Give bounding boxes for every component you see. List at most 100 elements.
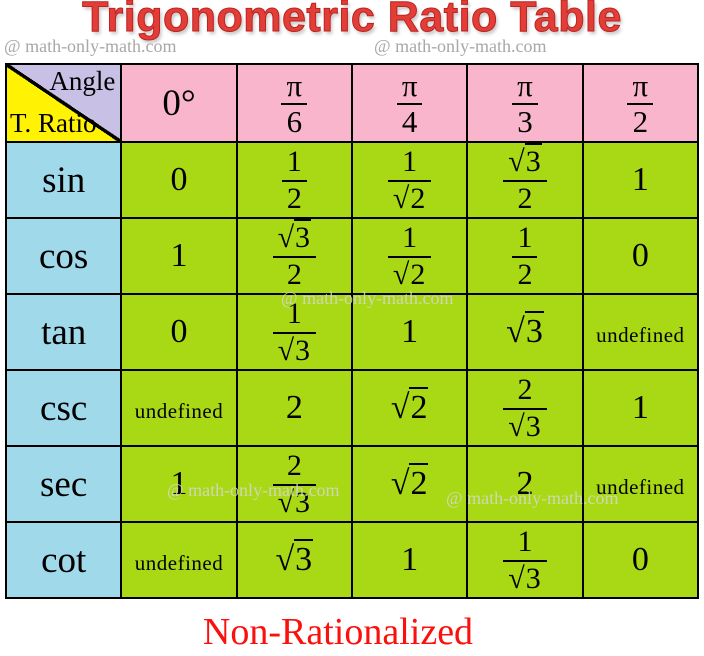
sqrt-expression: √3 xyxy=(277,220,312,254)
table-row: csc undefined 2 √2 2 √3 1 xyxy=(4,369,700,447)
numerator: 1 xyxy=(272,297,317,334)
math-text: 1 xyxy=(170,465,188,502)
ratio-value-cell: 1 xyxy=(350,293,469,371)
math-text: 1 xyxy=(286,297,302,330)
table-row: tan 0 1 √3 1 √3 undefined xyxy=(4,293,700,371)
math-text: 1 xyxy=(401,313,419,350)
numerator: √3 xyxy=(503,144,547,182)
fraction: 2 √3 xyxy=(272,450,317,519)
numerator: π xyxy=(281,67,308,105)
ratio-value-cell: undefined xyxy=(581,445,700,523)
math-text: undefined xyxy=(134,399,224,423)
ratio-value-cell: 2 xyxy=(235,369,353,447)
math-text: 2 xyxy=(286,257,302,291)
math-text: undefined xyxy=(596,323,685,347)
ratio-value-cell: 1 xyxy=(120,445,238,523)
math-text: 1 xyxy=(517,525,533,558)
math-text: π xyxy=(632,67,649,103)
math-text: 2 xyxy=(285,389,303,426)
radical-sign: √ xyxy=(277,333,295,367)
sqrt-expression: √2 xyxy=(393,179,427,215)
table-row: sin 0 1 2 1 √2 √3 2 1 xyxy=(4,141,700,219)
watermark-top-left: @ math-only-math.com xyxy=(4,36,177,56)
denominator: 4 xyxy=(397,105,423,137)
ratio-value-cell: undefined xyxy=(120,521,238,599)
math-text: π xyxy=(286,67,303,103)
sqrt-expression: √2 xyxy=(392,255,427,291)
radicand: 3 xyxy=(294,539,314,578)
radical-sign: √ xyxy=(277,221,295,254)
ratio-value-cell: undefined xyxy=(120,369,238,447)
sqrt-expression: √3 xyxy=(278,483,312,519)
radical-sign: √ xyxy=(390,465,410,502)
numerator: π xyxy=(512,70,538,105)
numerator: 1 xyxy=(387,222,432,258)
numerator: π xyxy=(396,67,423,105)
caption-non-rationalized: Non-Rationalized xyxy=(202,611,474,653)
math-text: 0 xyxy=(170,313,188,350)
table-row: cot undefined √3 1 1 √3 0 xyxy=(4,521,700,599)
radicand: 3 xyxy=(524,407,542,443)
ratio-label-cell: sin xyxy=(4,141,123,219)
radical-sign: √ xyxy=(390,389,410,426)
watermark-overlay-sec-row-right: @ math-only-math.com xyxy=(446,488,619,508)
corner-cell: Angle T. Ratio xyxy=(4,63,123,143)
sqrt-expression: √3 xyxy=(508,559,542,595)
numerator: √3 xyxy=(272,220,317,258)
math-text: 1 xyxy=(286,145,302,178)
radical-sign: √ xyxy=(392,257,410,291)
trig-ratio-table: Angle T. Ratio 0° π 6 π 4 π 3 π 2 sin 0 1 2 1 √2 √3 2 1 cos 1… xyxy=(4,63,700,599)
fraction: 1 √2 xyxy=(387,222,432,291)
denominator: 6 xyxy=(282,105,308,137)
math-text: 1 xyxy=(170,237,188,274)
fraction: 1 √3 xyxy=(503,525,547,595)
radical-sign: √ xyxy=(508,409,525,443)
ratio-label-cell: tan xyxy=(4,293,123,371)
math-text: 2 xyxy=(517,373,533,406)
ratio-label-cell: cot xyxy=(4,521,123,599)
ratio-label-cell: cos xyxy=(4,217,123,295)
math-text: 1 xyxy=(631,389,649,426)
watermark-overlay-sec-row-left: @ math-only-math.com xyxy=(167,480,340,500)
denominator: 2 xyxy=(628,105,654,137)
denominator: 2 xyxy=(282,182,307,215)
math-text: 1 xyxy=(631,161,649,198)
fraction: √3 2 xyxy=(503,144,547,214)
radicand: 3 xyxy=(524,559,542,595)
math-text: 0 xyxy=(631,237,649,274)
ratio-value-cell: 0 xyxy=(581,217,700,295)
ratio-label-cell: csc xyxy=(4,369,123,447)
ratio-value-cell: undefined xyxy=(581,293,700,371)
math-text: 0 xyxy=(631,541,649,578)
radicand: 2 xyxy=(409,255,427,291)
ratio-value-cell: 1 √3 xyxy=(235,293,353,371)
ratio-value-cell: 1 xyxy=(350,521,469,599)
numerator: 2 xyxy=(272,450,317,486)
denominator: √3 xyxy=(503,559,546,595)
radicand: 2 xyxy=(409,387,429,426)
denominator: √3 xyxy=(503,407,546,443)
denominator: √3 xyxy=(273,483,316,519)
radical-sign: √ xyxy=(275,541,295,578)
ratio-value-cell: √3 xyxy=(235,521,353,599)
ratio-value-cell: 0 xyxy=(120,141,238,219)
fraction: √3 2 xyxy=(272,220,317,291)
sqrt-expression: √3 xyxy=(277,331,312,367)
fraction: 1 √3 xyxy=(272,297,317,367)
ratio-value-cell: √3 xyxy=(466,293,584,371)
radicand: 3 xyxy=(294,331,312,367)
math-text: π xyxy=(401,67,418,103)
denominator: 3 xyxy=(512,105,538,137)
corner-angle-label: Angle xyxy=(49,66,116,96)
radicand: 3 xyxy=(294,220,312,254)
math-text: 1 xyxy=(517,221,533,254)
sqrt-expression: √2 xyxy=(390,387,429,427)
math-text: 0 xyxy=(170,161,188,198)
math-text: 0° xyxy=(162,82,196,124)
